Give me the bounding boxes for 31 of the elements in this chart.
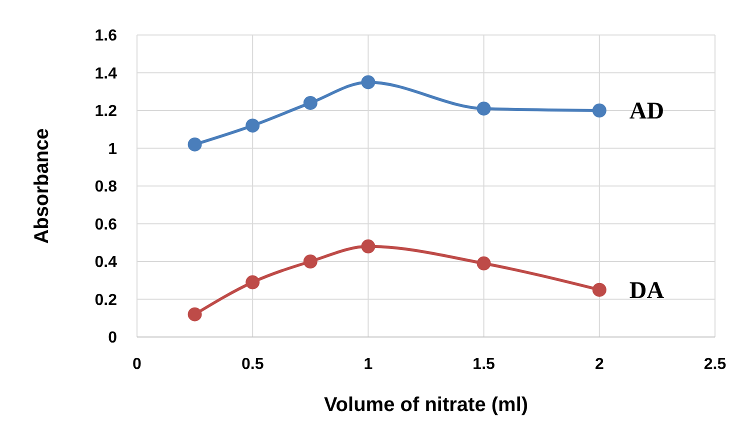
y-tick-label: 1.4	[94, 65, 118, 82]
x-tick-label: 0	[132, 356, 142, 373]
x-tick-label: 0.5	[241, 356, 264, 373]
x-tick-label: 2.5	[704, 356, 726, 373]
y-tick-label: 1	[108, 140, 118, 158]
point	[246, 275, 260, 290]
series-label: AD	[629, 98, 664, 124]
point	[592, 104, 606, 118]
point	[361, 75, 376, 90]
point	[188, 307, 202, 322]
y-tick-label: 1.2	[94, 103, 118, 120]
point	[303, 96, 318, 110]
point	[303, 254, 318, 268]
x-tick-label: 1.5	[472, 356, 496, 373]
x-axis-title: Volume of nitrate (ml)	[324, 394, 528, 416]
y-tick-label: 0.2	[94, 292, 118, 309]
point	[476, 256, 491, 270]
y-axis-title: Absorbance	[31, 128, 53, 244]
point	[246, 118, 260, 133]
point	[476, 102, 491, 116]
x-tick-label: 1	[364, 356, 373, 373]
series-label: DA	[629, 278, 665, 304]
y-tick-label: 1.6	[94, 28, 118, 45]
point	[361, 239, 376, 254]
y-tick-label: 0.6	[94, 216, 118, 234]
point	[188, 137, 202, 152]
x-tick-label: 2	[594, 356, 604, 373]
point	[592, 282, 606, 297]
y-tick-label: 0.4	[94, 254, 118, 272]
y-tick-label: 0.8	[94, 178, 118, 196]
y-tick-label: 0	[108, 330, 118, 347]
